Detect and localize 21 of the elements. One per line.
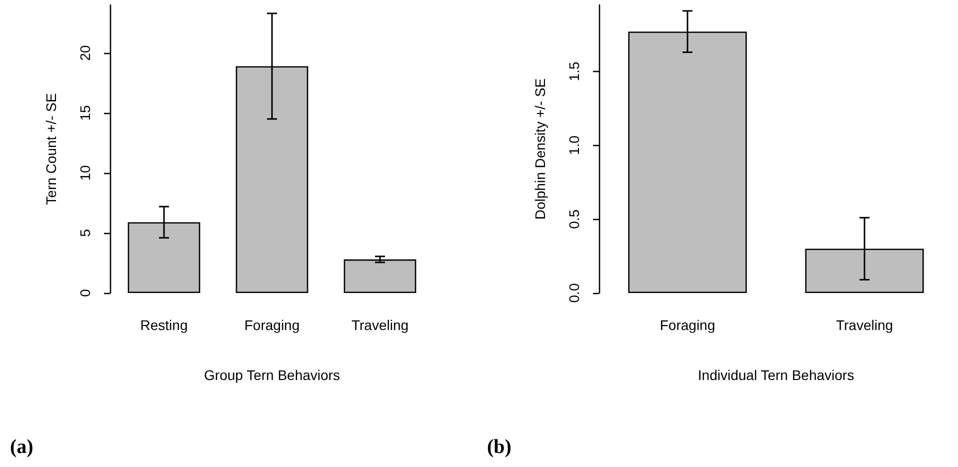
y-tick-label: 15: [77, 105, 93, 121]
bar: [344, 259, 416, 293]
text: (b): [487, 436, 512, 458]
x-axis-title: Individual Tern Behaviors: [698, 367, 854, 383]
y-tick-label: 20: [77, 45, 93, 61]
x-tick-label: Resting: [140, 317, 188, 333]
y-axis-title: Dolphin Density +/- SE: [532, 78, 548, 220]
x-tick-label: Traveling: [836, 317, 894, 333]
y-tick-label: 1.0: [566, 135, 582, 156]
y-tick-label: 0.0: [566, 283, 582, 303]
y-axis-title: Tern Count +/- SE: [43, 93, 59, 205]
y-tick-label: 0: [77, 288, 93, 297]
x-axis-title: Group Tern Behaviors: [204, 367, 340, 383]
x-tick-label: Foraging: [244, 317, 300, 333]
x-tick-label: Foraging: [660, 317, 716, 333]
x-tick-label: Traveling: [351, 317, 409, 333]
y-tick-label: 0.5: [566, 209, 582, 229]
text: (a): [10, 436, 34, 458]
y-tick-label: 1.5: [566, 62, 582, 82]
y-tick-label: 10: [77, 165, 93, 181]
y-tick-label: 5: [77, 228, 93, 237]
